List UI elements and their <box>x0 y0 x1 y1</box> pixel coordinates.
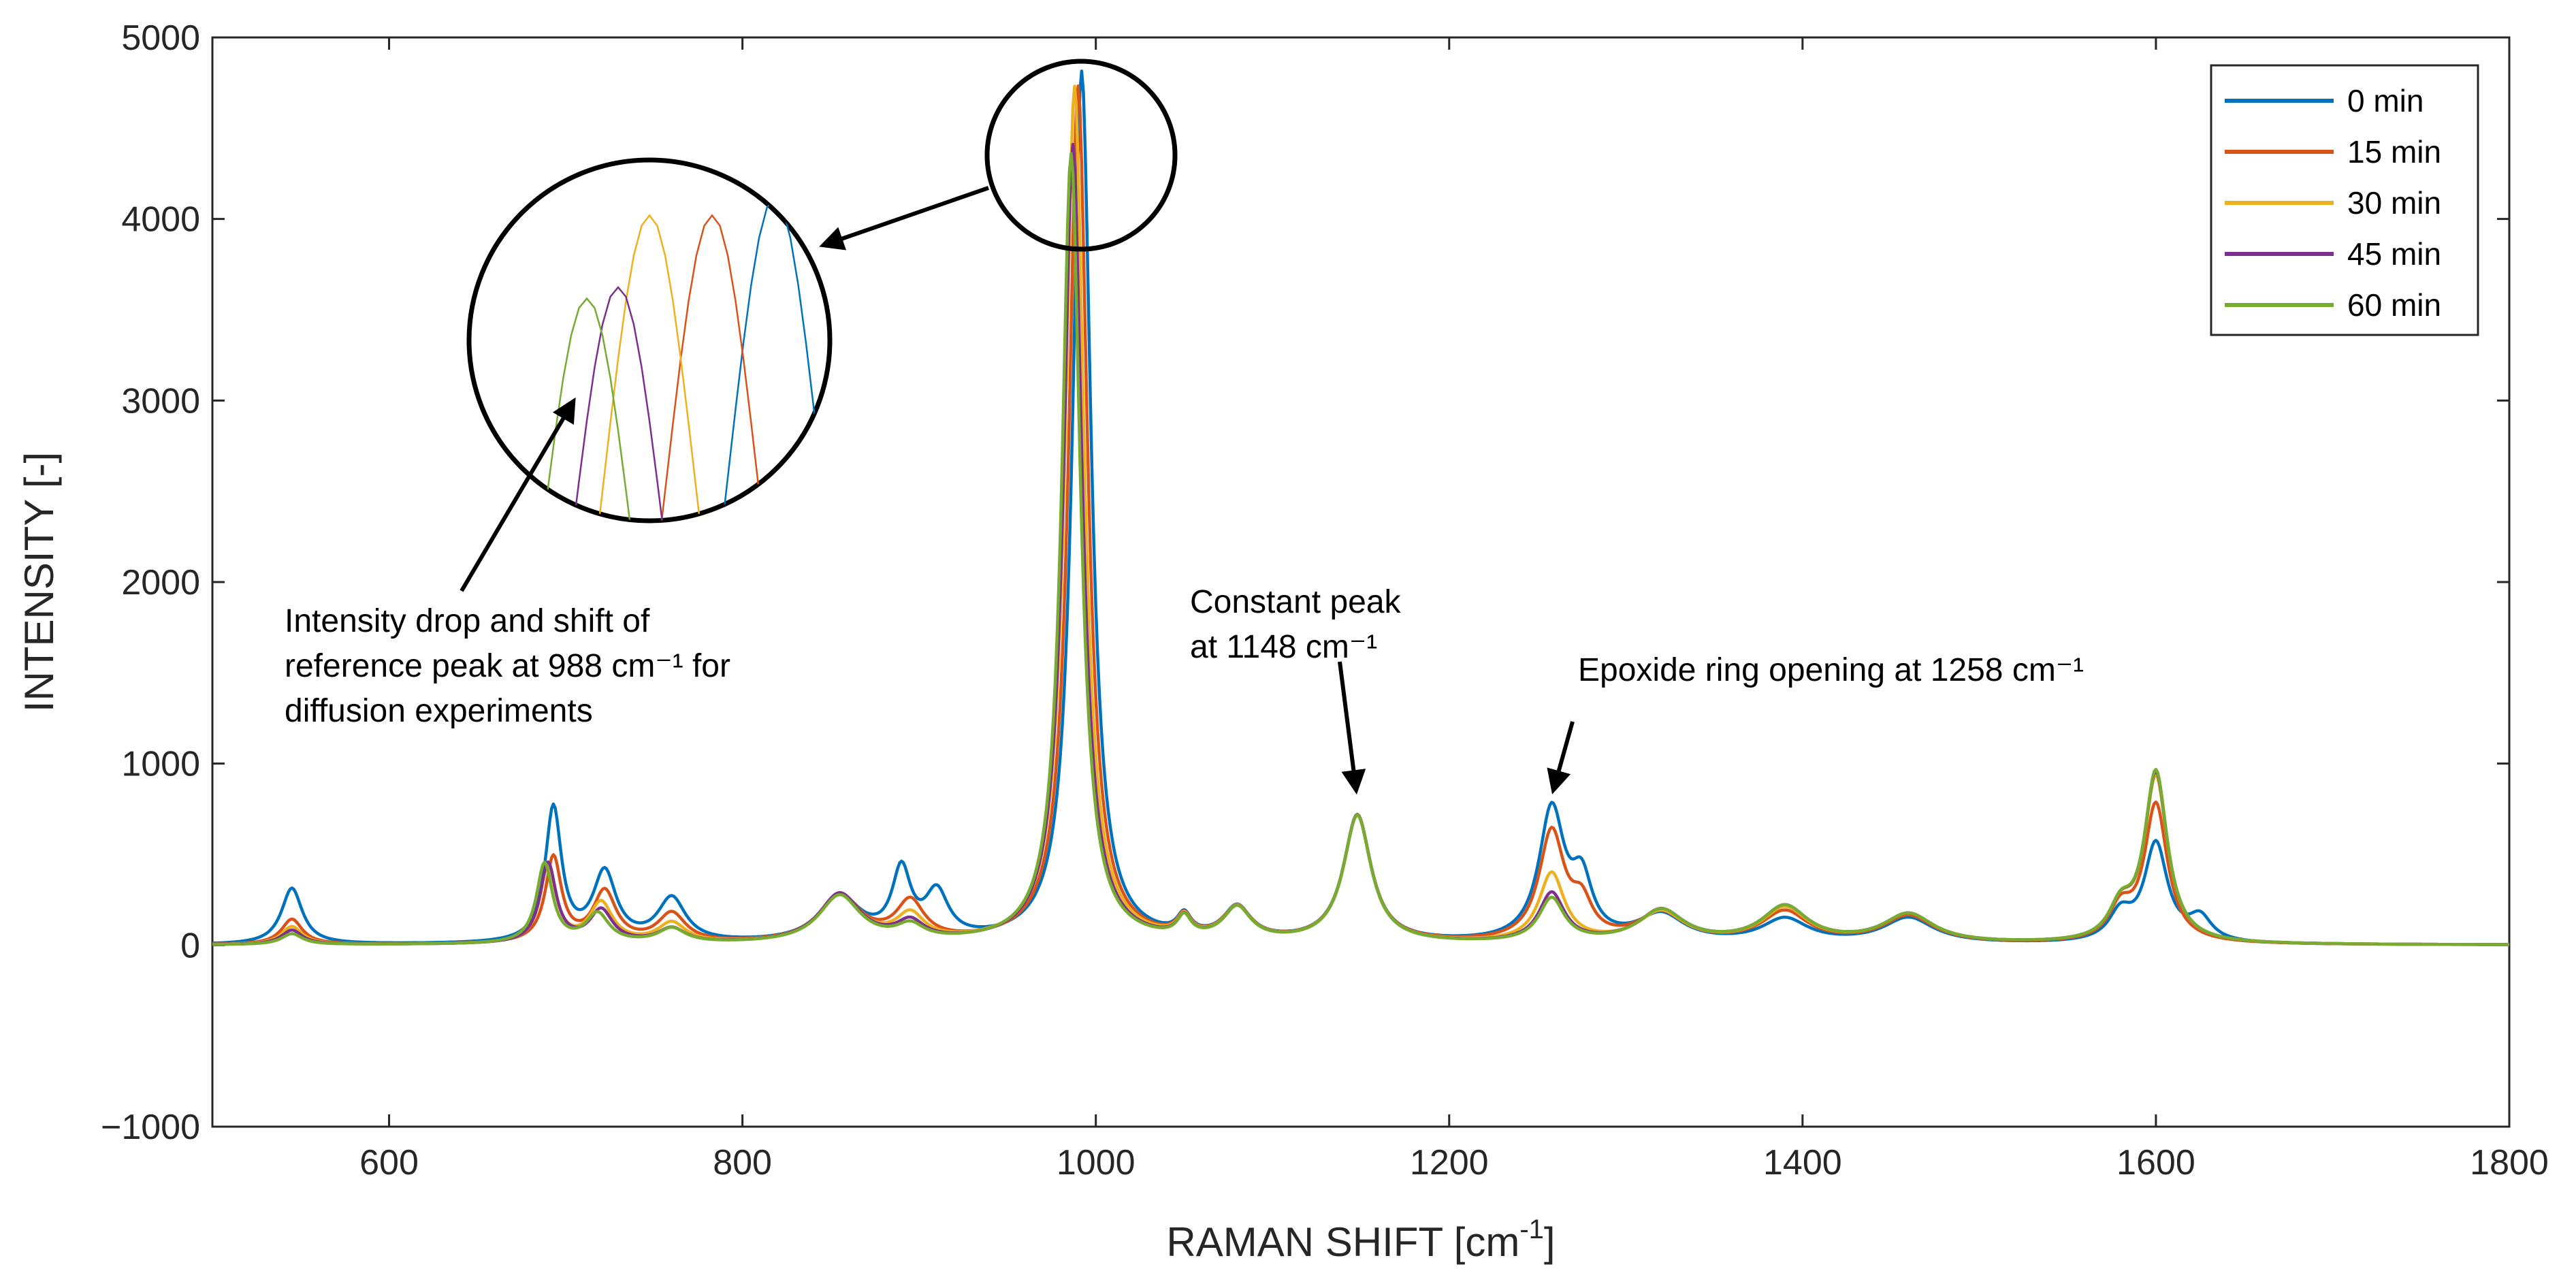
annotation-line: diffusion experiments <box>285 693 593 729</box>
x-tick-label: 1400 <box>1763 1143 1842 1182</box>
x-tick-label: 1800 <box>2470 1143 2549 1182</box>
x-axis: 600 800 1000 1200 1400 1600 1800 <box>359 37 2549 1182</box>
x-tick-label: 600 <box>359 1143 419 1182</box>
epoxide-peak-annotation: Epoxide ring opening at 1258 cm⁻¹ <box>1578 652 2084 688</box>
series-line <box>212 152 2509 946</box>
x-axis-title-superscript: -1 <box>1519 1214 1544 1244</box>
annotation-line: Intensity drop and shift of <box>285 603 650 639</box>
y-axis: −1000 0 1000 2000 3000 4000 5000 <box>101 18 2509 1147</box>
series-group <box>212 69 2509 946</box>
zoom-series-line <box>469 297 776 521</box>
epoxide-peak-arrow <box>1547 721 1575 794</box>
x-tick-label: 1600 <box>2116 1143 2195 1182</box>
zoom-series-line <box>523 214 830 521</box>
constant-peak-annotation: Constant peak at 1148 cm⁻¹ <box>1190 584 1410 665</box>
zoom-series-line <box>469 286 807 521</box>
y-tick-label: 3000 <box>121 381 200 421</box>
y-tick-label: 5000 <box>121 18 200 58</box>
legend-label: 15 min <box>2347 134 2441 170</box>
zoom-source-circle <box>984 59 1178 252</box>
annotation-line: reference peak at 988 cm⁻¹ for <box>285 648 730 684</box>
y-tick-label: 1000 <box>121 745 200 784</box>
zoom-series-line <box>469 214 830 521</box>
legend: 0 min 15 min 30 min 45 min 60 min <box>2210 64 2479 336</box>
reference-peak-annotation: Intensity drop and shift of reference pe… <box>285 603 739 729</box>
x-tick-label: 1200 <box>1410 1143 1489 1182</box>
x-tick-label: 800 <box>713 1143 772 1182</box>
x-tick-label: 1000 <box>1057 1143 1136 1182</box>
y-tick-label: 0 <box>180 926 200 965</box>
zoom-arrow <box>819 186 989 251</box>
legend-label: 30 min <box>2347 185 2441 221</box>
x-axis-title-close: ] <box>1544 1219 1556 1265</box>
y-axis-title: INTENSITY [-] <box>16 452 62 712</box>
y-tick-label: 2000 <box>121 563 200 602</box>
reference-peak-arrow <box>460 397 576 592</box>
legend-label: 60 min <box>2347 287 2441 323</box>
constant-peak-arrow <box>1338 661 1366 795</box>
y-tick-label: 4000 <box>121 200 200 240</box>
annotation-line: at 1148 cm⁻¹ <box>1190 629 1377 665</box>
annotation-line: Epoxide ring opening at 1258 cm⁻¹ <box>1578 652 2084 688</box>
legend-label: 45 min <box>2347 236 2441 272</box>
y-tick-label: −1000 <box>101 1108 200 1147</box>
x-axis-title: RAMAN SHIFT [cm-1] <box>1166 1214 1555 1265</box>
annotation-line: Constant peak <box>1190 584 1402 620</box>
x-axis-title-main: RAMAN SHIFT [cm <box>1166 1219 1519 1265</box>
legend-label: 0 min <box>2347 83 2424 118</box>
